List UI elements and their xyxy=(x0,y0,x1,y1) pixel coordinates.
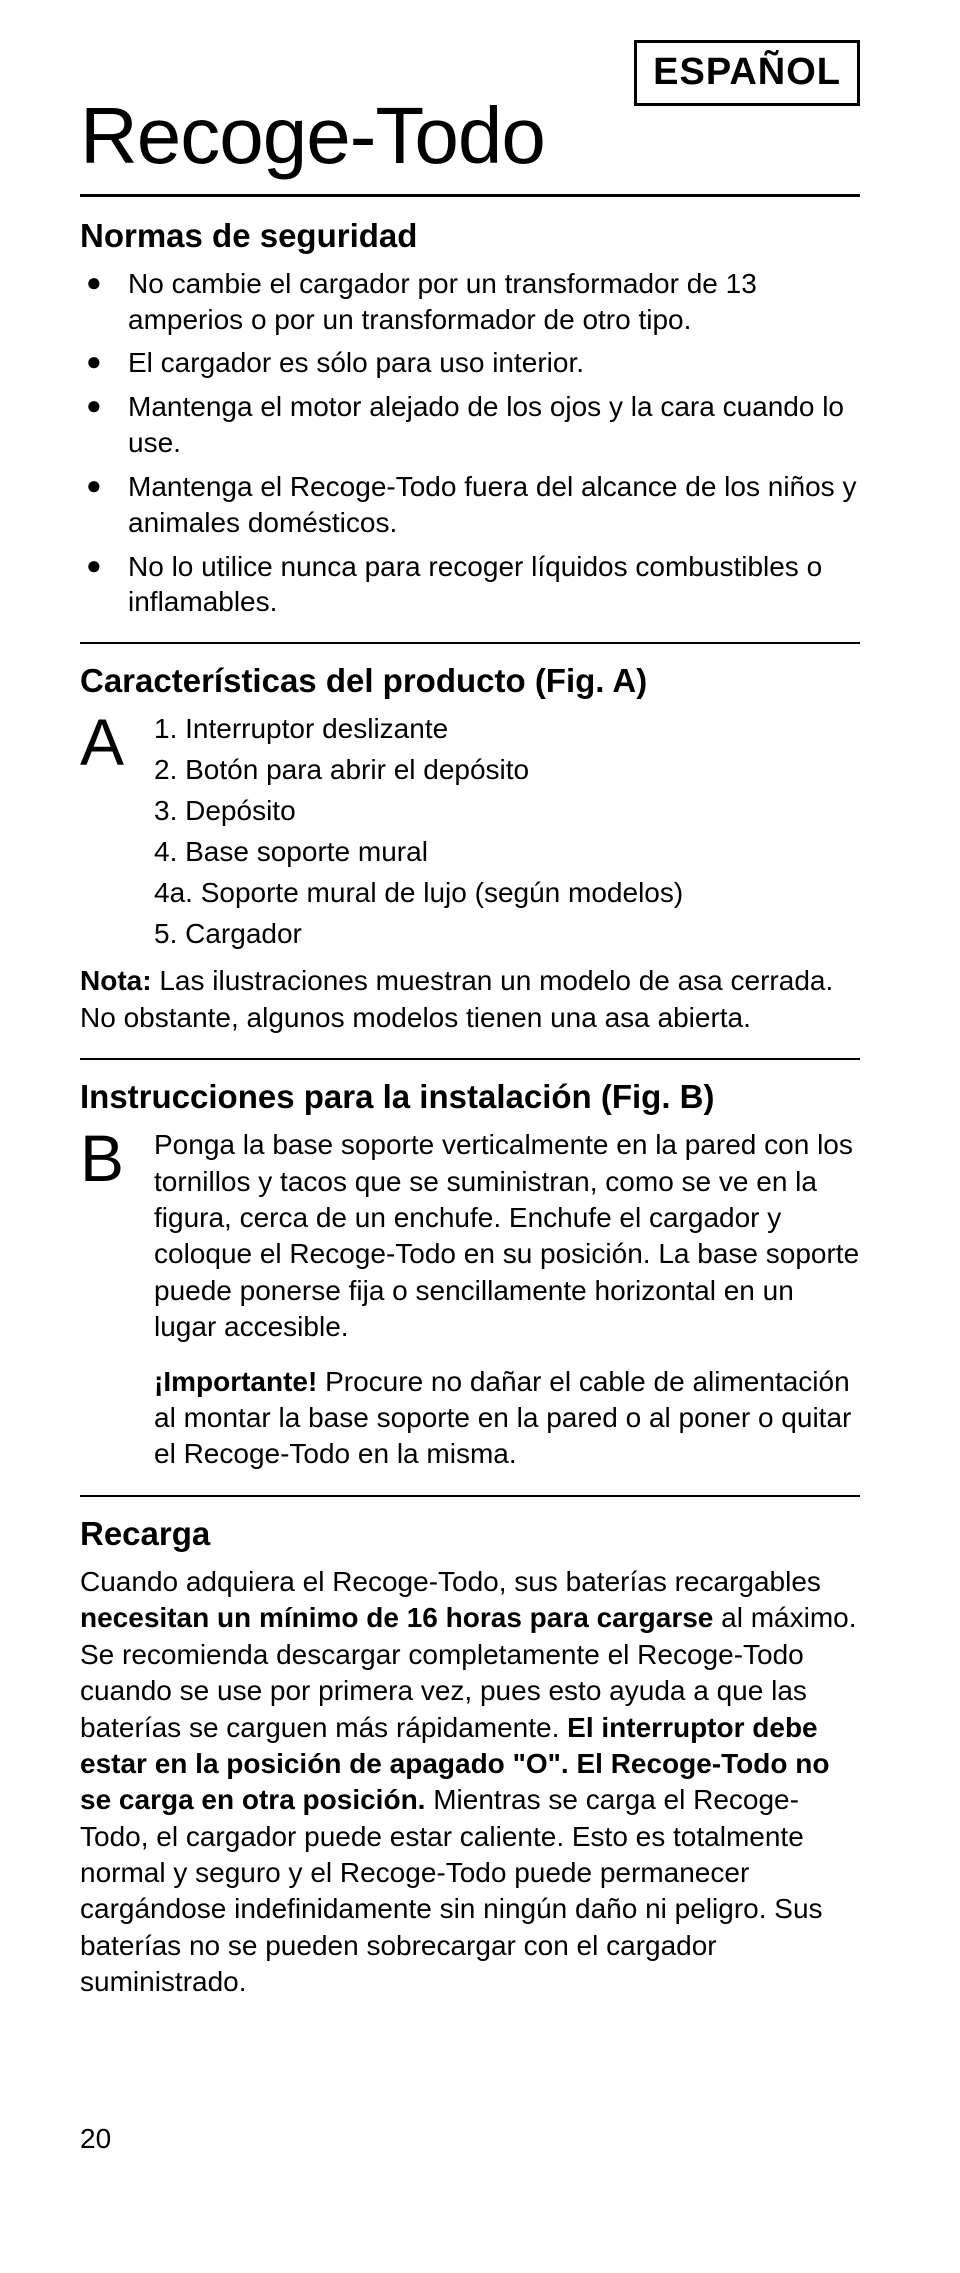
note-lead: Nota: xyxy=(80,965,152,996)
safety-item: Mantenga el Recoge-Todo fuera del alcanc… xyxy=(80,469,860,541)
safety-list: No cambie el cargador por un transformad… xyxy=(80,266,860,620)
recharge-body: Cuando adquiera el Recoge-Todo, sus bate… xyxy=(80,1564,860,2001)
feature-item: 3. Depósito xyxy=(154,793,860,830)
install-para-2: ¡Importante! Procure no dañar el cable d… xyxy=(154,1364,860,1473)
safety-item: Mantenga el motor alejado de los ojos y … xyxy=(80,389,860,461)
safety-item: No lo utilice nunca para recoger líquido… xyxy=(80,549,860,621)
install-heading: Instrucciones para la instalación (Fig. … xyxy=(80,1076,860,1117)
features-note: Nota: Las ilustraciones muestran un mode… xyxy=(80,963,860,1036)
install-block: B Ponga la base soporte verticalmente en… xyxy=(80,1127,860,1473)
recharge-text: Mientras se carga el Recoge-Todo, el car… xyxy=(80,1784,823,1997)
features-block: A 1. Interruptor deslizante 2. Botón par… xyxy=(80,711,860,957)
feature-item: 4. Base soporte mural xyxy=(154,834,860,871)
safety-item: El cargador es sólo para uso interior. xyxy=(80,345,860,381)
language-badge: ESPAÑOL xyxy=(634,40,860,106)
features-list: 1. Interruptor deslizante 2. Botón para … xyxy=(154,711,860,953)
install-para-1: Ponga la base soporte verticalmente en l… xyxy=(154,1127,860,1345)
safety-heading: Normas de seguridad xyxy=(80,215,860,256)
recharge-text: Cuando adquiera el Recoge-Todo, sus bate… xyxy=(80,1566,821,1597)
divider xyxy=(80,194,860,197)
recharge-bold: necesitan un mínimo de 16 horas para car… xyxy=(80,1602,713,1633)
important-lead: ¡Importante! xyxy=(154,1366,317,1397)
figure-letter-b: B xyxy=(80,1129,132,1188)
divider xyxy=(80,1058,860,1060)
divider xyxy=(80,1495,860,1497)
note-text: Las ilustraciones muestran un modelo de … xyxy=(80,965,833,1032)
feature-item: 1. Interruptor deslizante xyxy=(154,711,860,748)
figure-letter-a: A xyxy=(80,713,132,772)
divider xyxy=(80,642,860,644)
recharge-heading: Recarga xyxy=(80,1513,860,1554)
features-heading: Características del producto (Fig. A) xyxy=(80,660,860,701)
feature-item: 4a. Soporte mural de lujo (según modelos… xyxy=(154,875,860,912)
feature-item: 5. Cargador xyxy=(154,916,860,953)
feature-item: 2. Botón para abrir el depósito xyxy=(154,752,860,789)
page-number: 20 xyxy=(80,2121,860,2156)
safety-item: No cambie el cargador por un transformad… xyxy=(80,266,860,338)
